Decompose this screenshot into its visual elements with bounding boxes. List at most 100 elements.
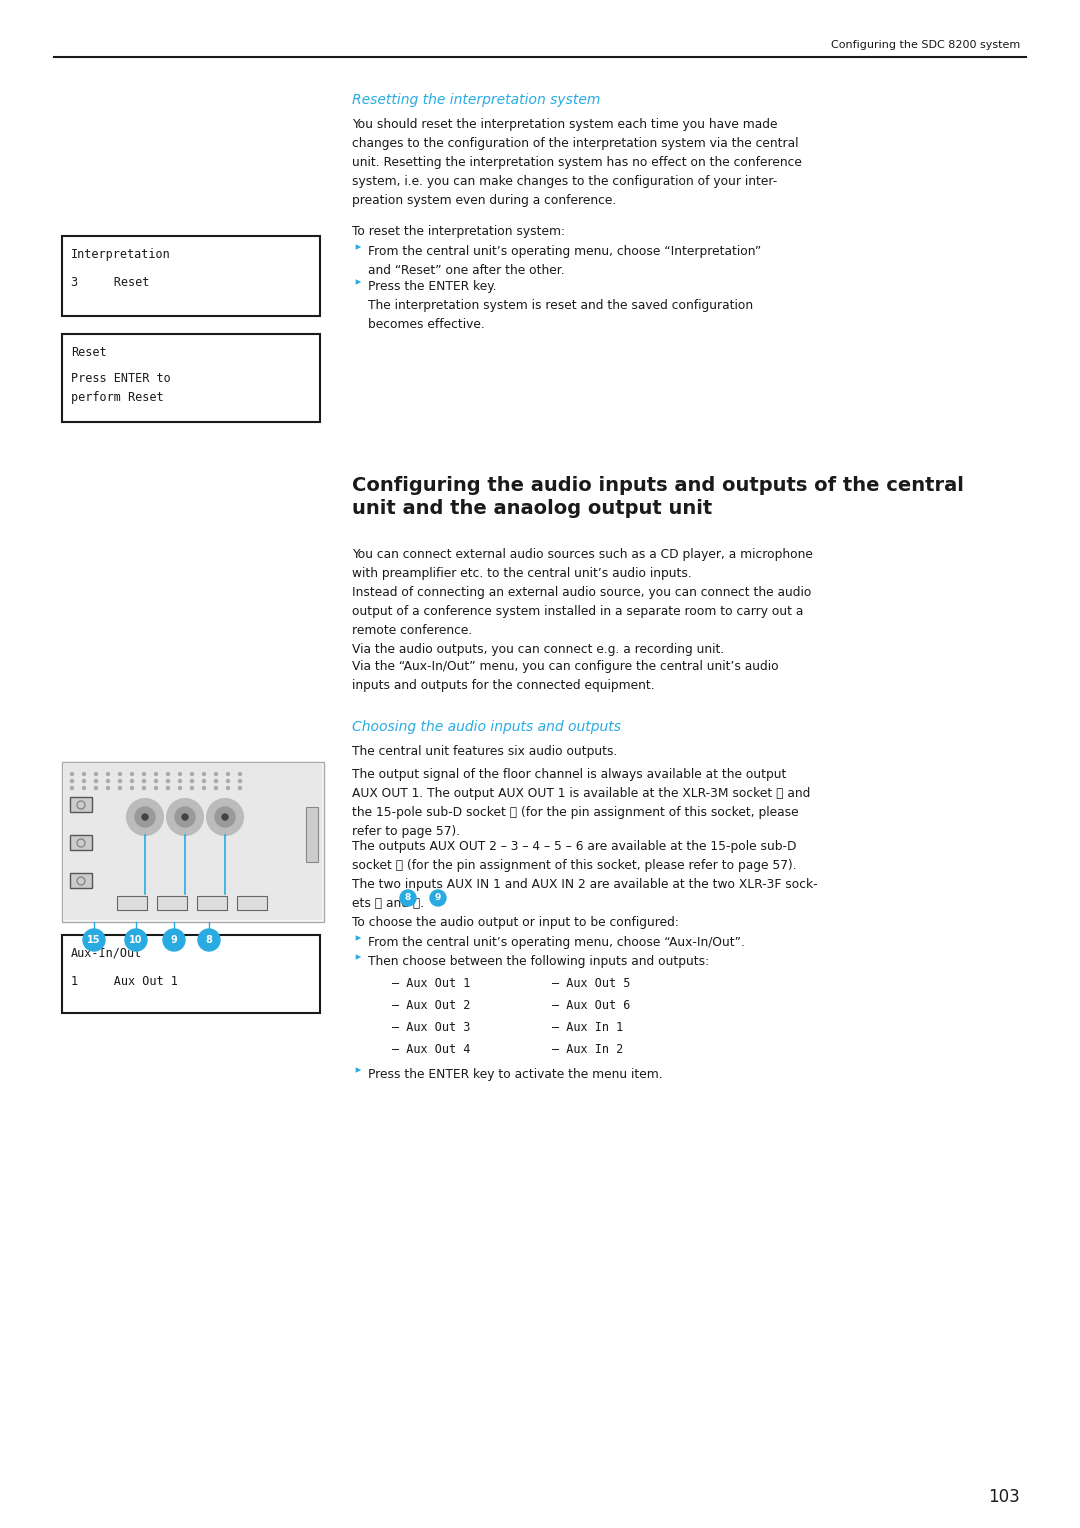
Circle shape [239, 773, 242, 776]
Bar [70, 872, 92, 888]
Circle shape [166, 773, 170, 776]
Text: Resetting the interpretation system: Resetting the interpretation system [352, 93, 600, 107]
Text: Press the ENTER key.
The interpretation system is reset and the saved configurat: Press the ENTER key. The interpretation … [368, 280, 753, 332]
Circle shape [143, 787, 146, 790]
Circle shape [227, 787, 229, 790]
Text: The output signal of the floor channel is always available at the output
AUX OUT: The output signal of the floor channel i… [352, 769, 810, 837]
Circle shape [178, 773, 181, 776]
Text: 8: 8 [205, 935, 213, 944]
Bar [70, 834, 92, 850]
Circle shape [82, 773, 85, 776]
Bar [157, 895, 187, 911]
Text: To choose the audio output or input to be configured:: To choose the audio output or input to b… [352, 915, 679, 929]
Circle shape [70, 773, 73, 776]
Circle shape [135, 807, 156, 827]
Text: You should reset the interpretation system each time you have made
changes to th: You should reset the interpretation syst… [352, 118, 801, 206]
Circle shape [203, 779, 205, 782]
Circle shape [131, 773, 134, 776]
Text: – Aux In 2: – Aux In 2 [552, 1044, 623, 1056]
Text: Via the “Aux-In/Out” menu, you can configure the central unit’s audio
inputs and: Via the “Aux-In/Out” menu, you can confi… [352, 660, 779, 692]
Circle shape [430, 889, 446, 906]
Text: Configuring the audio inputs and outputs of the central
unit and the anaolog out: Configuring the audio inputs and outputs… [352, 477, 963, 518]
Circle shape [167, 799, 203, 834]
Circle shape [227, 779, 229, 782]
Circle shape [95, 773, 97, 776]
Circle shape [190, 779, 193, 782]
Circle shape [178, 787, 181, 790]
Circle shape [227, 773, 229, 776]
Text: The central unit features six audio outputs.: The central unit features six audio outp… [352, 746, 618, 758]
Circle shape [239, 779, 242, 782]
Circle shape [175, 807, 195, 827]
Text: – Aux Out 5: – Aux Out 5 [552, 976, 631, 990]
Text: 103: 103 [988, 1488, 1020, 1507]
Text: – Aux Out 6: – Aux Out 6 [552, 999, 631, 1012]
Text: – Aux Out 2: – Aux Out 2 [392, 999, 471, 1012]
Text: – Aux Out 1: – Aux Out 1 [392, 976, 471, 990]
Circle shape [239, 787, 242, 790]
Text: Reset: Reset [71, 345, 107, 359]
Circle shape [203, 787, 205, 790]
Text: You can connect external audio sources such as a CD player, a microphone
with pr: You can connect external audio sources s… [352, 549, 813, 656]
Circle shape [131, 779, 134, 782]
Circle shape [154, 779, 158, 782]
Bar [62, 935, 320, 1013]
Circle shape [127, 799, 163, 834]
Bar [306, 807, 318, 862]
Circle shape [166, 787, 170, 790]
Text: Choosing the audio inputs and outputs: Choosing the audio inputs and outputs [352, 720, 621, 733]
Text: 1     Aux Out 1: 1 Aux Out 1 [71, 975, 178, 989]
Circle shape [143, 779, 146, 782]
Text: From the central unit’s operating menu, choose “Interpretation”
and “Reset” one : From the central unit’s operating menu, … [368, 244, 761, 277]
Circle shape [207, 799, 243, 834]
Bar [237, 895, 267, 911]
Circle shape [107, 773, 109, 776]
Text: To reset the interpretation system:: To reset the interpretation system: [352, 225, 565, 238]
Text: From the central unit’s operating menu, choose “Aux-In/Out”.: From the central unit’s operating menu, … [368, 937, 745, 949]
Circle shape [119, 773, 121, 776]
Bar [117, 895, 147, 911]
Circle shape [119, 779, 121, 782]
Circle shape [222, 814, 228, 821]
Bar [62, 235, 320, 316]
Text: The outputs AUX OUT 2 – 3 – 4 – 5 – 6 are available at the 15-pole sub-D
socket : The outputs AUX OUT 2 – 3 – 4 – 5 – 6 ar… [352, 840, 797, 872]
Text: Interpretation: Interpretation [71, 248, 171, 261]
Circle shape [107, 787, 109, 790]
Bar [197, 895, 227, 911]
Text: Press ENTER to
perform Reset: Press ENTER to perform Reset [71, 371, 171, 403]
Text: 9: 9 [435, 894, 442, 903]
Circle shape [82, 779, 85, 782]
Text: – Aux In 1: – Aux In 1 [552, 1021, 623, 1034]
Circle shape [215, 773, 217, 776]
Circle shape [70, 787, 73, 790]
Circle shape [190, 773, 193, 776]
Circle shape [141, 814, 148, 821]
Bar [64, 764, 322, 920]
Circle shape [400, 889, 416, 906]
Circle shape [154, 787, 158, 790]
Circle shape [163, 929, 185, 950]
Bar [70, 798, 92, 811]
Circle shape [215, 787, 217, 790]
Text: Then choose between the following inputs and outputs:: Then choose between the following inputs… [368, 955, 710, 969]
Circle shape [82, 787, 85, 790]
Circle shape [215, 807, 235, 827]
Text: Configuring the SDC 8200 system: Configuring the SDC 8200 system [831, 40, 1020, 50]
Text: The two inputs AUX IN 1 and AUX IN 2 are available at the two XLR-3F sock-
ets ⓸: The two inputs AUX IN 1 and AUX IN 2 are… [352, 879, 818, 911]
Bar [62, 335, 320, 422]
Text: – Aux Out 4: – Aux Out 4 [392, 1044, 471, 1056]
Circle shape [215, 779, 217, 782]
Circle shape [83, 929, 105, 950]
Circle shape [95, 779, 97, 782]
Circle shape [198, 929, 220, 950]
Text: 3     Reset: 3 Reset [71, 277, 149, 289]
Circle shape [70, 779, 73, 782]
Circle shape [143, 773, 146, 776]
Circle shape [178, 779, 181, 782]
Text: 10: 10 [130, 935, 143, 944]
Text: Press the ENTER key to activate the menu item.: Press the ENTER key to activate the menu… [368, 1068, 663, 1080]
Text: – Aux Out 3: – Aux Out 3 [392, 1021, 471, 1034]
Text: 8: 8 [405, 894, 411, 903]
Bar [62, 762, 324, 921]
Circle shape [203, 773, 205, 776]
